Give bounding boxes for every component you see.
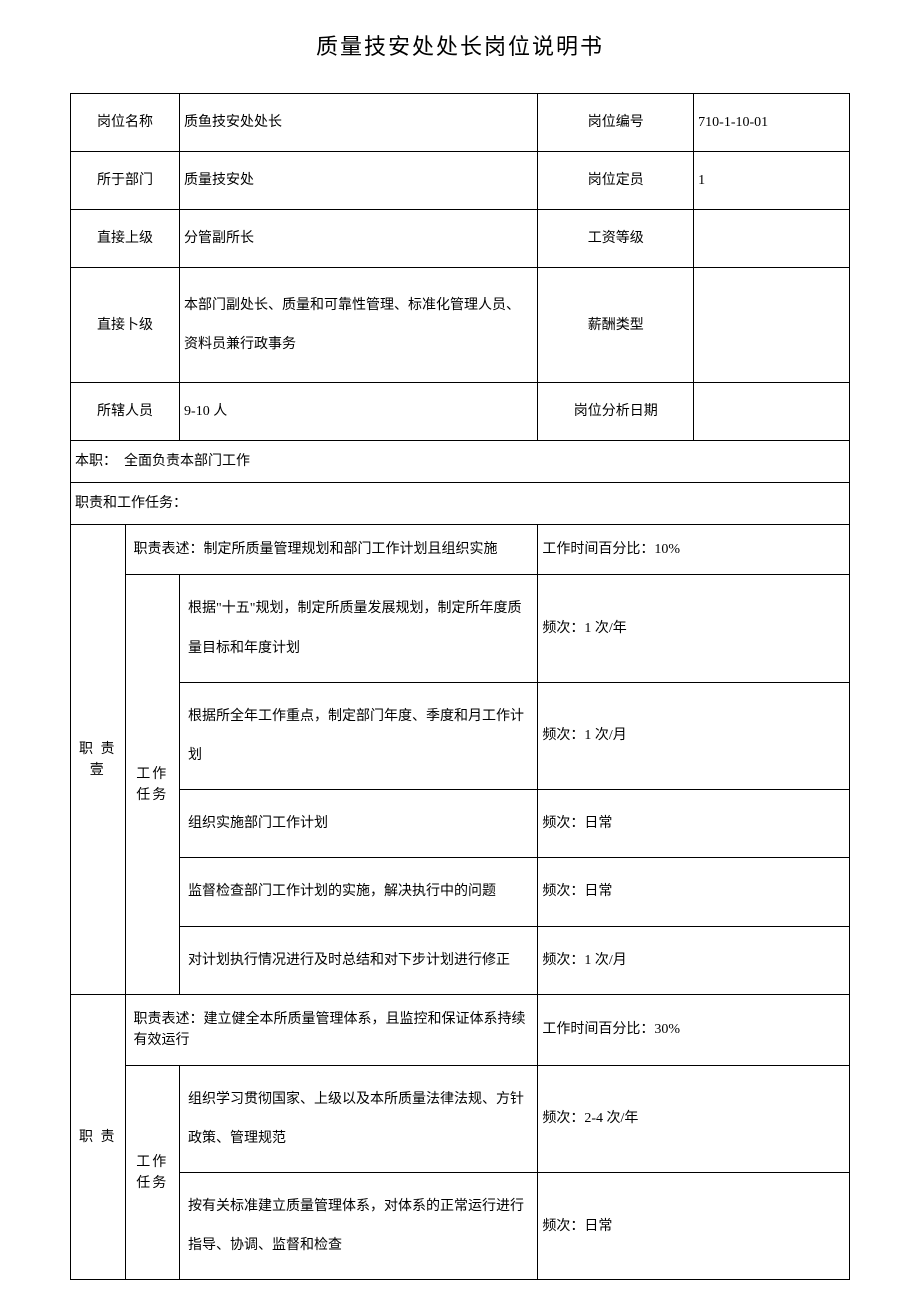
label-position-code: 岗位编号 [538,94,694,152]
duty2-freq-1: 频次：日常 [538,1173,850,1280]
label-salary-grade: 工资等级 [538,210,694,268]
label-position-name: 岗位名称 [71,94,180,152]
duty2-task-label: 工作 任务 [125,1065,180,1280]
duty1-desc-text: 制定所质量管理规划和部门工作计划且组织实施 [204,542,498,557]
duty2-label: 职 责 [71,994,126,1280]
value-analysis-date [694,383,850,441]
label-department: 所于部门 [71,152,180,210]
duty1-desc-label: 职责表述： [134,542,204,557]
duty1-task-4: 对计划执行情况进行及时总结和对下步计划进行修正 [180,926,538,994]
duty1-task-3: 监督检查部门工作计划的实施，解决执行中的问题 [180,858,538,926]
document-title: 质量技安处处长岗位说明书 [70,30,850,63]
duty1-freq-3: 频次：日常 [538,858,850,926]
value-position-code: 710-1-10-01 [694,94,850,152]
main-duty-label: 本职： [75,454,117,469]
value-department: 质量技安处 [180,152,538,210]
value-headcount: 1 [694,152,850,210]
duty2-desc: 职责表述：建立健全本所质量管理体系，且监控和保证体系持续有效运行 [125,994,538,1065]
main-duty-text: 全面负责本部门工作 [124,454,250,469]
duty2-task-0: 组织学习贯彻国家、上级以及本所质量法律法规、方针政策、管理规范 [180,1065,538,1172]
duty2-time-pct: 工作时间百分比：30% [538,994,850,1065]
duty2-desc-label: 职责表述： [134,1012,204,1027]
duty1-freq-1: 频次：1 次/月 [538,682,850,789]
duty1-label: 职 责 壹 [71,525,126,994]
label-staff-count: 所辖人员 [71,383,180,441]
label-salary-type: 薪酬类型 [538,268,694,383]
duty1-desc: 职责表述：制定所质量管理规划和部门工作计划且组织实施 [125,525,538,575]
value-supervisor: 分管副所长 [180,210,538,268]
duty1-task-1: 根据所全年工作重点，制定部门年度、季度和月工作计划 [180,682,538,789]
value-position-name: 质鱼技安处处长 [180,94,538,152]
value-staff-count: 9-10 人 [180,383,538,441]
value-subordinate: 本部门副处长、质量和可靠性管理、标准化管理人员、资料员兼行政事务 [180,268,538,383]
label-subordinate: 直接卜级 [71,268,180,383]
main-duty-row: 本职： 全面负责本部门工作 [71,441,850,483]
duty1-freq-0: 频次：1 次/年 [538,575,850,682]
label-headcount: 岗位定员 [538,152,694,210]
label-supervisor: 直接上级 [71,210,180,268]
duty1-task-label: 工作 任务 [125,575,180,994]
value-salary-grade [694,210,850,268]
value-salary-type [694,268,850,383]
duty1-task-0: 根据"十五"规划，制定所质量发展规划，制定所年度质量目标和年度计划 [180,575,538,682]
tasks-header-row: 职责和工作任务： [71,483,850,525]
duty1-freq-4: 频次：1 次/月 [538,926,850,994]
duty2-freq-0: 频次：2-4 次/年 [538,1065,850,1172]
duty1-task-2: 组织实施部门工作计划 [180,790,538,858]
job-description-table: 岗位名称 质鱼技安处处长 岗位编号 710-1-10-01 所于部门 质量技安处… [70,93,850,1280]
duty1-freq-2: 频次：日常 [538,790,850,858]
duty1-time-pct: 工作时间百分比：10% [538,525,850,575]
label-analysis-date: 岗位分析日期 [538,383,694,441]
duty2-task-1: 按有关标准建立质量管理体系，对体系的正常运行进行指导、协调、监督和检查 [180,1173,538,1280]
